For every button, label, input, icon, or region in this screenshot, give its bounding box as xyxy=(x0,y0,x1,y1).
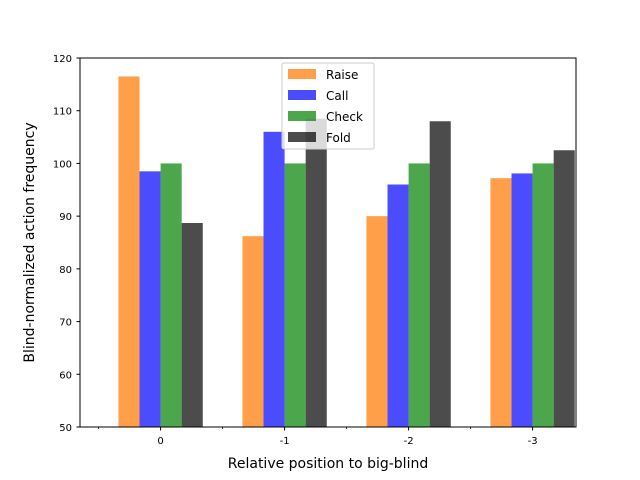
legend-swatch-raise xyxy=(288,69,316,79)
bar-raise-1 xyxy=(242,236,264,427)
bar-check-0 xyxy=(160,163,182,427)
bars-layer xyxy=(118,76,575,428)
bar-check-2 xyxy=(408,163,430,427)
y-tick-label: 50 xyxy=(59,423,72,434)
y-tick-label: 110 xyxy=(53,107,72,118)
legend-box xyxy=(281,62,375,150)
bar-call-0 xyxy=(139,171,161,427)
bar-call-1 xyxy=(263,131,285,428)
bar-check-1 xyxy=(284,163,306,427)
legend: Raise Call Check Fold xyxy=(281,62,375,150)
x-tick-label: 0 xyxy=(157,436,163,447)
y-tick-label: 80 xyxy=(59,265,72,276)
legend-label-call: Call xyxy=(326,89,348,103)
x-axis: 0 -1 -2 -3 xyxy=(98,427,538,447)
y-tick-label: 60 xyxy=(59,370,72,381)
bar-call-2 xyxy=(387,184,409,427)
bar-fold-2 xyxy=(429,121,451,427)
x-axis-label: Relative position to big-blind xyxy=(228,456,428,472)
y-tick-label: 90 xyxy=(59,212,72,223)
bar-fold-0 xyxy=(181,222,203,427)
bar-call-3 xyxy=(511,173,533,427)
bar-fold-1 xyxy=(305,118,327,427)
legend-label-fold: Fold xyxy=(326,131,351,145)
legend-swatch-check xyxy=(288,111,316,121)
y-tick-label: 120 xyxy=(53,54,72,65)
x-tick-label: -2 xyxy=(404,436,414,447)
y-axis: 50 60 70 80 90 100 110 120 xyxy=(53,54,80,434)
y-tick-label: 100 xyxy=(53,159,72,170)
bar-raise-2 xyxy=(366,216,388,427)
bar-raise-0 xyxy=(118,76,140,427)
x-tick-label: -3 xyxy=(528,436,538,447)
bar-check-3 xyxy=(532,163,554,427)
legend-label-check: Check xyxy=(326,110,363,124)
y-tick-label: 70 xyxy=(59,318,72,329)
bar-raise-3 xyxy=(490,178,512,427)
plot-frame xyxy=(79,57,577,428)
x-tick-label: -1 xyxy=(280,436,290,447)
bar-fold-3 xyxy=(553,150,575,427)
legend-label-raise: Raise xyxy=(326,68,358,82)
legend-swatch-call xyxy=(288,90,316,100)
legend-swatch-fold xyxy=(288,132,316,142)
y-axis-label: Blind-normalized action frequency xyxy=(22,122,38,362)
